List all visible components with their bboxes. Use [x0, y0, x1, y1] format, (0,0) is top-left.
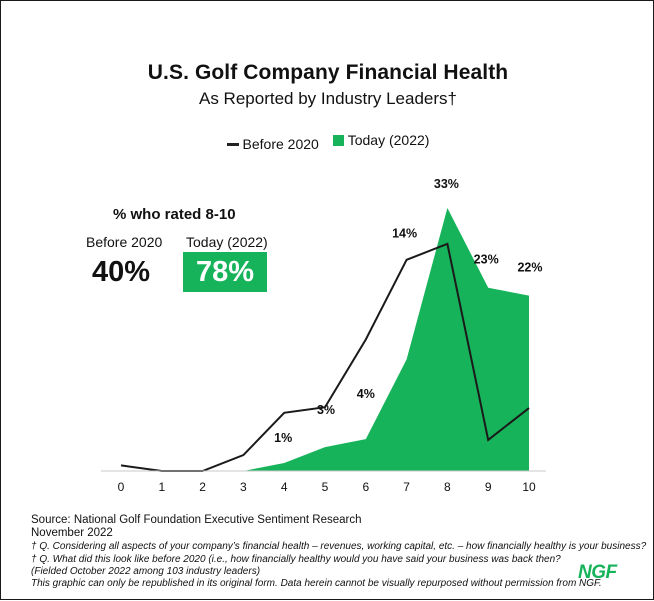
chart-subtitle: As Reported by Industry Leaders† — [199, 89, 457, 108]
legend-label-today: Today (2022) — [347, 132, 430, 148]
source-text: Source: National Golf Foundation Executi… — [31, 514, 362, 526]
x-tick-label: 1 — [158, 480, 165, 494]
x-tick-label: 0 — [118, 480, 125, 494]
legend-area-swatch — [332, 134, 344, 146]
legend-item-before: Before 2020 — [226, 136, 319, 152]
legend-label-before: Before 2020 — [242, 136, 319, 152]
summary-before-value: 40% — [92, 256, 151, 288]
x-tick-label: 3 — [240, 480, 247, 494]
x-tick-label: 2 — [199, 480, 206, 494]
summary-today-value: 78% — [183, 252, 267, 292]
x-tick-label: 6 — [362, 480, 369, 494]
legend: Before 2020 Today (2022) — [1, 132, 654, 152]
data-label: 23% — [474, 253, 499, 267]
x-tick-label: 10 — [522, 480, 536, 494]
x-tick-label: 4 — [281, 480, 288, 494]
summary-before-label: Before 2020 — [86, 234, 163, 250]
x-tick-label: 5 — [322, 480, 329, 494]
data-label: 4% — [357, 387, 375, 401]
footnote-1: † Q. Considering all aspects of your com… — [31, 541, 647, 552]
data-label: 14% — [392, 226, 417, 240]
summary-today-label: Today (2022) — [186, 234, 268, 250]
x-tick-label: 8 — [444, 480, 451, 494]
x-tick-label: 7 — [403, 480, 410, 494]
legend-line-swatch — [226, 142, 239, 146]
ngf-logo: NGF — [578, 562, 617, 583]
chart-title: U.S. Golf Company Financial Health — [147, 61, 509, 84]
footnote-2: † Q. What did this look like before 2020… — [31, 554, 561, 565]
footnote-3: (Fielded October 2022 among 103 industry… — [31, 566, 261, 577]
summary-heading: % who rated 8-10 — [113, 206, 236, 223]
series-today-area — [202, 208, 529, 471]
data-label: 22% — [517, 261, 542, 275]
data-label: 33% — [434, 177, 459, 191]
data-label: 1% — [274, 431, 292, 445]
data-label: 3% — [317, 403, 335, 417]
date-text: November 2022 — [31, 527, 113, 539]
legend-item-today: Today (2022) — [332, 132, 430, 148]
x-tick-label: 9 — [485, 480, 492, 494]
footnote-4: This graphic can only be republished in … — [31, 578, 602, 589]
